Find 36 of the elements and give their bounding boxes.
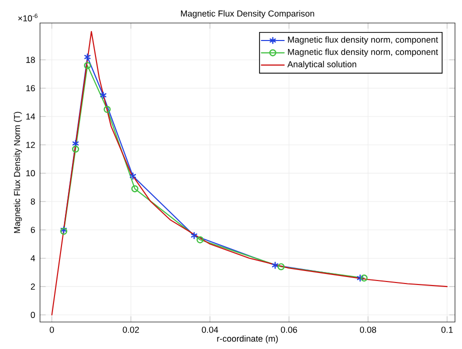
- point: [130, 172, 136, 180]
- legend-label: Analytical solution: [287, 60, 356, 69]
- text: ×10$^{-6}$: [18, 14, 38, 22]
- point: [131, 185, 138, 192]
- point: [191, 232, 198, 240]
- x-tick-label: 0.1: [441, 326, 453, 333]
- y-tick-label: 4: [30, 255, 36, 262]
- point: [72, 140, 79, 147]
- y-tick-label: 16: [26, 85, 35, 92]
- legend-label: Magnetic flux density norm, component: [288, 36, 438, 44]
- y-tick-label: 6: [30, 226, 35, 233]
- y-tick-label: 2: [30, 284, 35, 290]
- point: [196, 236, 204, 244]
- y-tick-label: 14: [26, 114, 36, 120]
- line-series: [51, 30, 448, 316]
- y-tick-label: 10: [26, 170, 35, 176]
- x-tick-label: 0.04: [202, 326, 218, 333]
- y-tick-label: 18: [26, 56, 35, 63]
- x-axis-title: r-coordinate (m): [217, 335, 278, 344]
- legend-label: Magnetic flux density norm, component: [288, 48, 438, 57]
- point: [272, 262, 278, 269]
- x-tick-label: 0.02: [122, 326, 139, 333]
- point: [100, 92, 106, 99]
- y-tick-label: 12: [26, 142, 35, 148]
- point: [72, 146, 80, 153]
- y-tick-label: 8: [30, 198, 35, 205]
- y-tick-label: 0: [30, 312, 35, 318]
- x-tick-label: 0.06: [280, 326, 298, 333]
- point: [84, 62, 91, 70]
- chart-title: Magnetic Flux Density Comparison: [181, 10, 314, 18]
- x-tick-label: 0.08: [360, 326, 376, 333]
- y-axis-title: Magnetic Flux Density Norm (T): [14, 112, 22, 233]
- x-tick-label: 0: [50, 326, 54, 333]
- point: [84, 53, 91, 61]
- point: [104, 106, 111, 113]
- point: [278, 263, 285, 270]
